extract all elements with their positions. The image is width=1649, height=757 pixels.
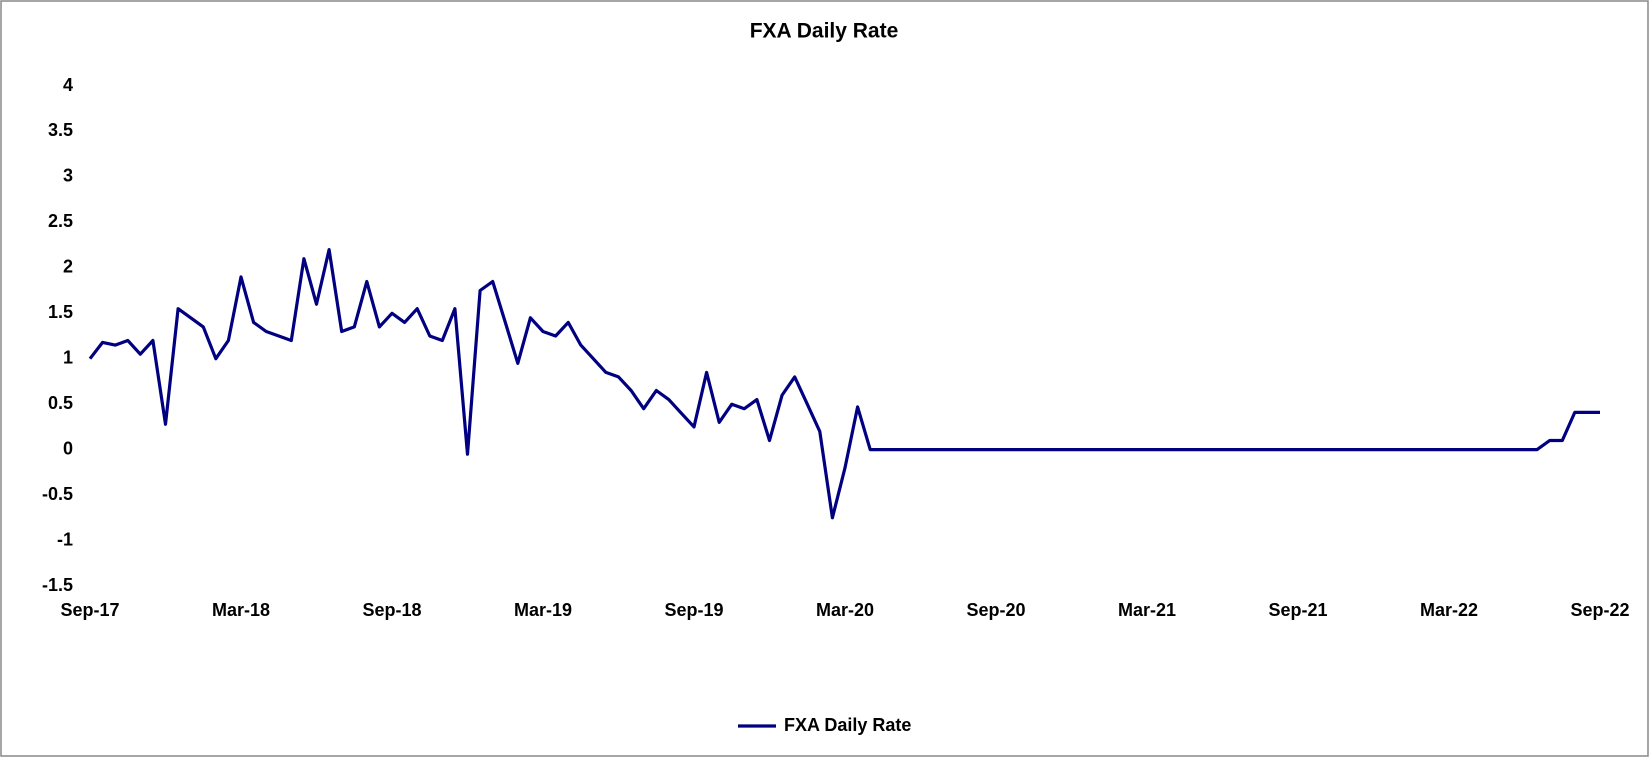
data-line [88, 248, 1600, 520]
x-tick-label: Mar-19 [514, 600, 572, 620]
y-tick-label: 3.5 [48, 120, 73, 140]
y-tick-label: 1 [63, 347, 73, 367]
x-tick-label: Sep-19 [664, 600, 723, 620]
x-tick-label: Mar-22 [1420, 600, 1478, 620]
y-tick-label: 2.5 [48, 211, 73, 231]
chart-title: FXA Daily Rate [750, 20, 899, 43]
y-tick-label: 0.5 [48, 393, 73, 413]
x-tick-label: Mar-20 [816, 600, 874, 620]
legend-label: FXA Daily Rate [784, 715, 911, 735]
x-tick-label: Sep-17 [60, 600, 119, 620]
y-tick-label: 2 [63, 257, 73, 277]
y-tick-label: 4 [63, 75, 73, 95]
x-tick-label: Sep-22 [1570, 600, 1629, 620]
y-tick-label: 3 [63, 166, 73, 186]
x-tick-label: Sep-21 [1268, 600, 1327, 620]
y-tick-label: -0.5 [42, 484, 73, 504]
y-tick-label: 1.5 [48, 302, 73, 322]
x-tick-label: Sep-18 [362, 600, 421, 620]
x-tick-label: Mar-18 [212, 600, 270, 620]
x-tick-label: Sep-20 [966, 600, 1025, 620]
y-tick-label: 0 [63, 438, 73, 458]
y-tick-label: -1.5 [42, 575, 73, 595]
y-tick-label: -1 [57, 529, 73, 549]
x-tick-label: Mar-21 [1118, 600, 1176, 620]
